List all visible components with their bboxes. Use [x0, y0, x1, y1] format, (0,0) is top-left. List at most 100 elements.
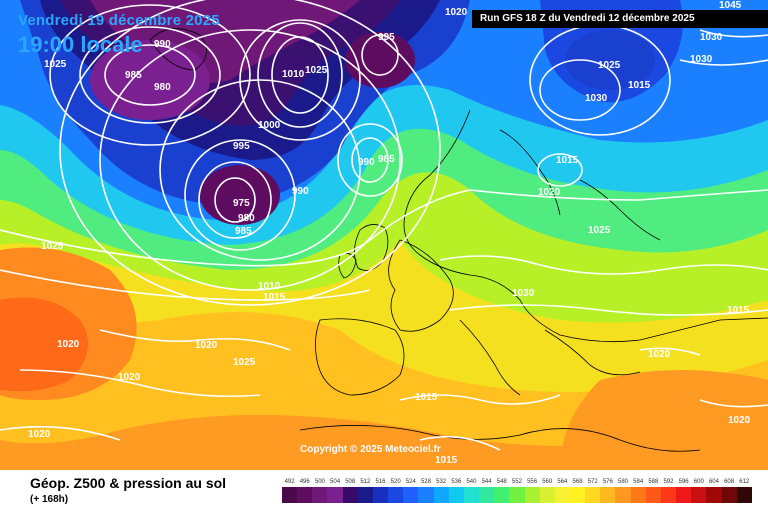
product-title: Géop. Z500 & pression au sol	[30, 475, 227, 491]
scale-swatch	[297, 487, 313, 503]
isobar-label: 1020	[118, 372, 141, 383]
copyright-notice: Copyright © 2025 Meteociel.fr	[300, 444, 441, 455]
isobar-label: 1010	[258, 281, 281, 292]
scale-value-label: 492	[284, 479, 295, 485]
scale-value-label: 588	[648, 479, 659, 485]
isobar-label: 1030	[700, 32, 723, 43]
isobar-label: 1045	[719, 0, 742, 11]
scale-swatch	[479, 487, 495, 503]
scale-value-label: 500	[314, 479, 325, 485]
isobar-label: 1020	[728, 415, 751, 426]
geopotential-field	[0, 0, 768, 470]
isobar-label: 1030	[585, 93, 608, 104]
isobar-label: 1015	[727, 305, 750, 316]
forecast-local-time: 19:00 locale	[18, 32, 143, 57]
scale-swatch	[448, 487, 464, 503]
isobar-label: 1025	[41, 241, 64, 252]
isobar-label: 980	[238, 213, 255, 224]
scale-value-label: 544	[481, 479, 492, 485]
scale-swatch	[585, 487, 601, 503]
scale-value-label: 504	[330, 479, 341, 485]
scale-value-label: 508	[345, 479, 356, 485]
scale-value-label: 552	[511, 479, 522, 485]
weather-map: 1020 1045 1030 1025 990 985 980 995 1010…	[0, 0, 768, 470]
scale-value-label: 536	[451, 479, 462, 485]
scale-swatch	[372, 487, 389, 503]
isobar-label: 1025	[588, 225, 611, 236]
scale-swatch	[539, 487, 555, 503]
forecast-date: Vendredi 19 décembre 2025	[18, 12, 220, 29]
scale-value-label: 496	[299, 479, 310, 485]
scale-swatch	[706, 487, 722, 503]
scale-value-label: 560	[542, 479, 553, 485]
scale-swatch	[342, 487, 358, 503]
isobar-label: 1020	[445, 7, 468, 18]
scale-swatch	[418, 487, 434, 503]
isobar-label: 1015	[628, 80, 651, 91]
isobar-label: 985	[235, 226, 252, 237]
scale-swatch	[327, 487, 343, 503]
scale-swatch	[494, 487, 510, 503]
scale-value-label: 600	[693, 479, 704, 485]
scale-value-label: 592	[663, 479, 674, 485]
scale-swatch	[721, 487, 737, 503]
scale-swatch	[312, 487, 328, 503]
scale-value-label: 532	[436, 479, 447, 485]
isobar-label: 995	[233, 141, 250, 152]
scale-swatch	[509, 487, 525, 503]
scale-value-label: 608	[724, 479, 735, 485]
model-run-info: Run GFS 18 Z du Vendredi 12 décembre 202…	[472, 10, 768, 28]
scale-swatch	[403, 487, 419, 503]
isobar-label: 995	[378, 32, 395, 43]
scale-swatch	[691, 487, 707, 503]
scale-swatch	[524, 487, 540, 503]
scale-value-label: 580	[618, 479, 629, 485]
isobar-label: 1030	[512, 288, 535, 299]
scale-swatch	[645, 487, 661, 503]
scale-value-label: 572	[587, 479, 598, 485]
scale-value-label: 512	[360, 479, 371, 485]
scale-swatch	[282, 487, 298, 503]
isobar-label: 990	[358, 157, 375, 168]
scale-value-label: 540	[466, 479, 477, 485]
scale-value-label: 548	[496, 479, 507, 485]
isobar-label: 1000	[258, 120, 281, 131]
isobars	[0, 0, 768, 451]
scale-swatch	[357, 487, 373, 503]
isobar-label: 1025	[305, 65, 328, 76]
isobar-label: 980	[154, 82, 171, 93]
scale-value-label: 528	[420, 479, 431, 485]
isobar-label: 1015	[556, 155, 579, 166]
isobar-label: 1020	[538, 187, 561, 198]
scale-value-label: 556	[527, 479, 538, 485]
isobar-label: 1015	[435, 455, 458, 466]
scale-value-label: 524	[405, 479, 416, 485]
isobar-label: 1020	[195, 340, 218, 351]
scale-value-label: 596	[678, 479, 689, 485]
color-scale-legend: 492 496 500 504 508 512 516 520 524 528 532 536 540 5…	[282, 479, 752, 503]
isobar-label: 1020	[648, 349, 671, 360]
scale-swatch	[660, 487, 677, 503]
map-canvas: 1020 1045 1030 1025 990 985 980 995 1010…	[0, 0, 768, 470]
isobar-label: 1015	[263, 292, 286, 303]
isobar-label: 1015	[415, 392, 438, 403]
color-scale-labels: 492 496 500 504 508 512 516 520 524 528 532 536 540 5…	[282, 479, 752, 485]
scale-swatch	[388, 487, 404, 503]
isobar-labels: 1020 1045 1030 1025 990 985 980 995 1010…	[28, 0, 751, 466]
isobar-label: 985	[125, 70, 142, 81]
scale-swatch	[569, 487, 586, 503]
isobar-label: 990	[154, 39, 171, 50]
color-scale-bar	[282, 487, 752, 503]
scale-swatch	[615, 487, 631, 503]
isobar-label: 1010	[282, 69, 305, 80]
isobar-label: 990	[292, 186, 309, 197]
isobar-label: 1025	[233, 357, 256, 368]
scale-swatch	[554, 487, 570, 503]
isobar-label: 985	[378, 154, 395, 165]
scale-swatch	[433, 487, 449, 503]
isobar-label: 1020	[28, 429, 51, 440]
isobar-label: 1025	[44, 59, 67, 70]
scale-value-label: 516	[375, 479, 386, 485]
isobar-label: 975	[233, 198, 250, 209]
forecast-hour: (+ 168h)	[30, 494, 69, 505]
